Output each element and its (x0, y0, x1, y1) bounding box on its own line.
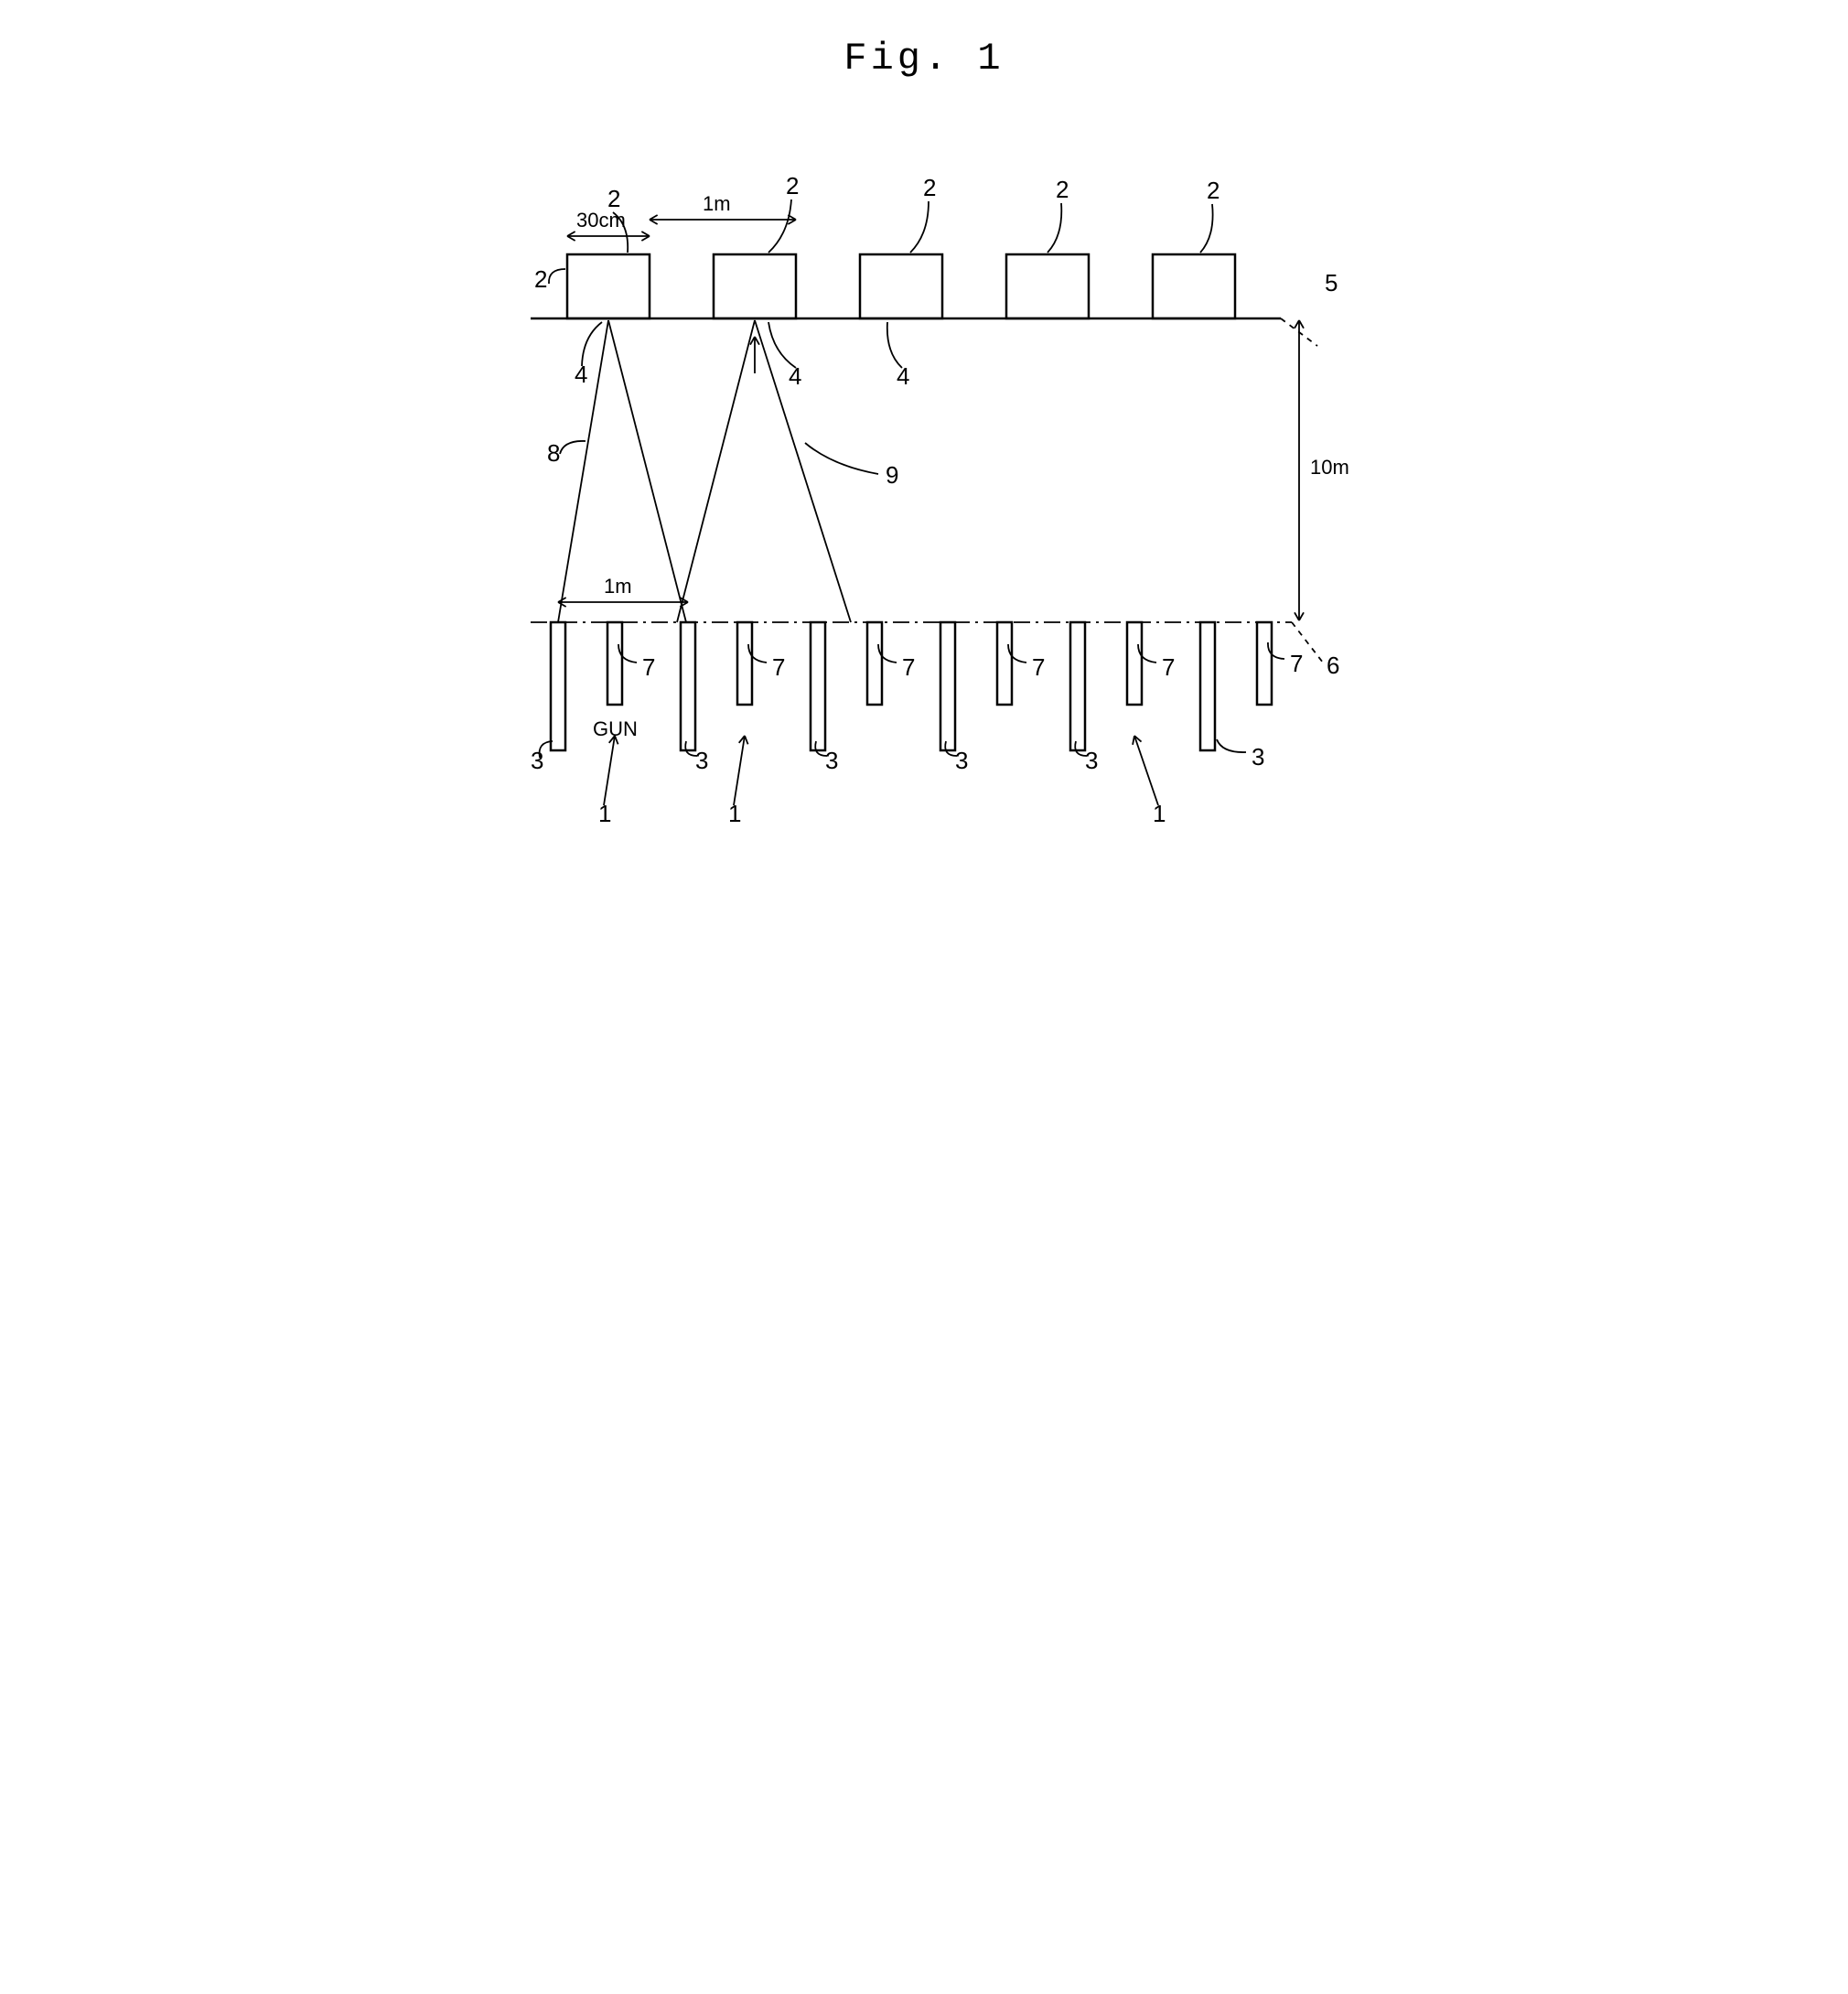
svg-text:7: 7 (642, 653, 655, 681)
svg-text:1: 1 (1153, 800, 1166, 827)
svg-text:3: 3 (955, 747, 968, 774)
svg-text:2: 2 (1056, 176, 1069, 203)
svg-text:3: 3 (1085, 747, 1098, 774)
svg-text:9: 9 (886, 461, 898, 489)
svg-text:7: 7 (902, 653, 915, 681)
svg-text:5: 5 (1325, 269, 1338, 296)
svg-text:4: 4 (789, 362, 801, 390)
svg-text:1: 1 (598, 800, 611, 827)
svg-text:7: 7 (1162, 653, 1175, 681)
diagram-svg: 222222444530cm1m10m891m6GUN3333337777771… (494, 154, 1354, 868)
svg-text:3: 3 (825, 747, 838, 774)
svg-text:1m: 1m (703, 192, 731, 215)
svg-text:2: 2 (923, 174, 936, 201)
svg-text:6: 6 (1327, 652, 1339, 679)
svg-text:3: 3 (695, 747, 708, 774)
svg-text:4: 4 (575, 361, 587, 388)
svg-text:3: 3 (1252, 743, 1264, 771)
svg-text:2: 2 (1207, 177, 1219, 204)
svg-text:7: 7 (1032, 653, 1045, 681)
svg-text:1: 1 (728, 800, 741, 827)
svg-text:1m: 1m (604, 575, 632, 598)
svg-text:2: 2 (534, 265, 547, 293)
svg-text:4: 4 (897, 362, 909, 390)
svg-text:7: 7 (1290, 650, 1303, 677)
svg-text:2: 2 (786, 172, 799, 199)
svg-text:8: 8 (547, 439, 560, 467)
svg-text:30cm: 30cm (576, 209, 626, 232)
svg-text:3: 3 (531, 747, 543, 774)
figure-wrapper: Fig. 1 222222444530cm1m10m891m6GUN333333… (494, 37, 1354, 868)
figure-title: Fig. 1 (494, 37, 1354, 81)
svg-text:10m: 10m (1310, 456, 1349, 479)
svg-text:7: 7 (772, 653, 785, 681)
